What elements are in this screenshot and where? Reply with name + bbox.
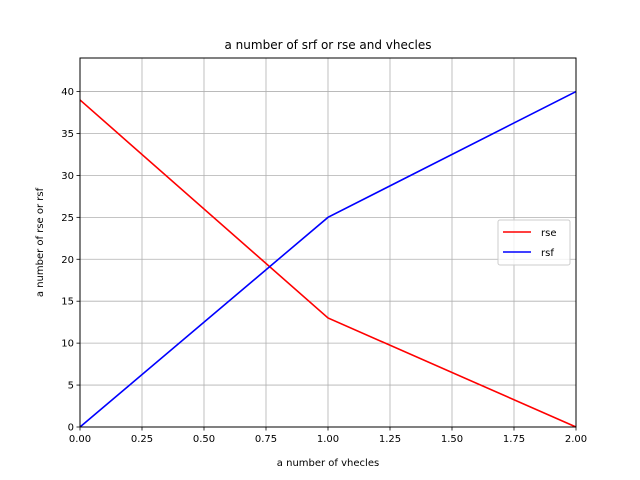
y-axis-title: a number of rse or rsf xyxy=(35,187,46,297)
y-tick-label: 30 xyxy=(61,171,74,182)
x-tick-label: 0.00 xyxy=(69,434,91,445)
x-tick-label: 0.25 xyxy=(131,434,153,445)
x-tick-label: 1.25 xyxy=(379,434,401,445)
x-tick-label: 0.50 xyxy=(193,434,215,445)
legend: rse rsf xyxy=(497,219,571,266)
y-tick-label: 5 xyxy=(68,381,74,392)
x-tick-label: 1.75 xyxy=(503,434,525,445)
x-tick-label: 0.75 xyxy=(255,434,277,445)
axis-ticks: 0.00 0.25 0.50 0.75 1.00 1.25 1.50 1.75 2.00 0 5 10… xyxy=(61,87,587,445)
y-tick-label: 35 xyxy=(61,129,74,140)
x-tick-label: 1.00 xyxy=(317,434,339,445)
x-tick-label: 2.00 xyxy=(565,434,587,445)
y-tick-label: 15 xyxy=(61,297,74,308)
series-line-rse xyxy=(79,99,577,428)
x-tick-label: 1.50 xyxy=(441,434,463,445)
x-axis-title: a number of vhecles xyxy=(277,458,379,469)
series-line-rsf xyxy=(79,90,577,428)
legend-label-rse: rse xyxy=(541,228,556,239)
legend-box xyxy=(497,219,571,266)
y-tick-label: 20 xyxy=(61,255,74,266)
y-tick-label: 0 xyxy=(68,423,74,434)
y-tick-label: 25 xyxy=(61,213,74,224)
chart-title: a number of srf or rse and vhecles xyxy=(225,38,432,52)
grid xyxy=(79,58,577,428)
y-tick-label: 10 xyxy=(61,339,74,350)
y-tick-label: 40 xyxy=(61,87,74,98)
legend-label-rsf: rsf xyxy=(541,248,554,259)
series-lines xyxy=(79,90,577,428)
